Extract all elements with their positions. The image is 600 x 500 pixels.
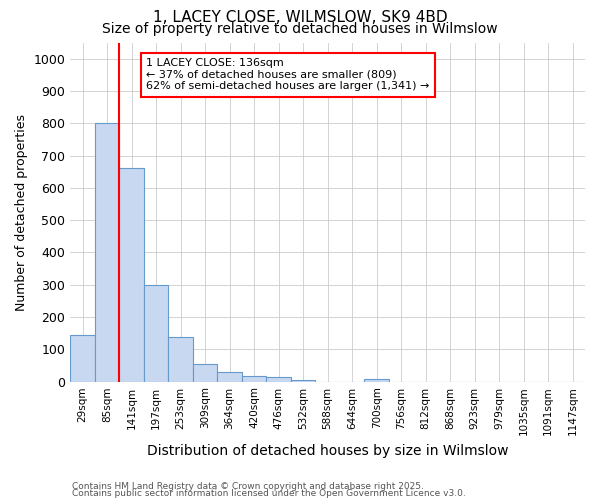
- Bar: [193, 364, 217, 382]
- Bar: [266, 376, 291, 382]
- Bar: [144, 284, 169, 382]
- Bar: [169, 338, 193, 382]
- Bar: [291, 380, 316, 382]
- Bar: [217, 372, 242, 382]
- X-axis label: Distribution of detached houses by size in Wilmslow: Distribution of detached houses by size …: [147, 444, 508, 458]
- Bar: [70, 334, 95, 382]
- Bar: [242, 376, 266, 382]
- Y-axis label: Number of detached properties: Number of detached properties: [15, 114, 28, 310]
- Text: Contains public sector information licensed under the Open Government Licence v3: Contains public sector information licen…: [72, 490, 466, 498]
- Bar: [95, 123, 119, 382]
- Bar: [364, 378, 389, 382]
- Text: Contains HM Land Registry data © Crown copyright and database right 2025.: Contains HM Land Registry data © Crown c…: [72, 482, 424, 491]
- Text: 1, LACEY CLOSE, WILMSLOW, SK9 4BD: 1, LACEY CLOSE, WILMSLOW, SK9 4BD: [152, 10, 448, 25]
- Bar: [119, 168, 144, 382]
- Text: Size of property relative to detached houses in Wilmslow: Size of property relative to detached ho…: [102, 22, 498, 36]
- Text: 1 LACEY CLOSE: 136sqm
← 37% of detached houses are smaller (809)
62% of semi-det: 1 LACEY CLOSE: 136sqm ← 37% of detached …: [146, 58, 430, 92]
